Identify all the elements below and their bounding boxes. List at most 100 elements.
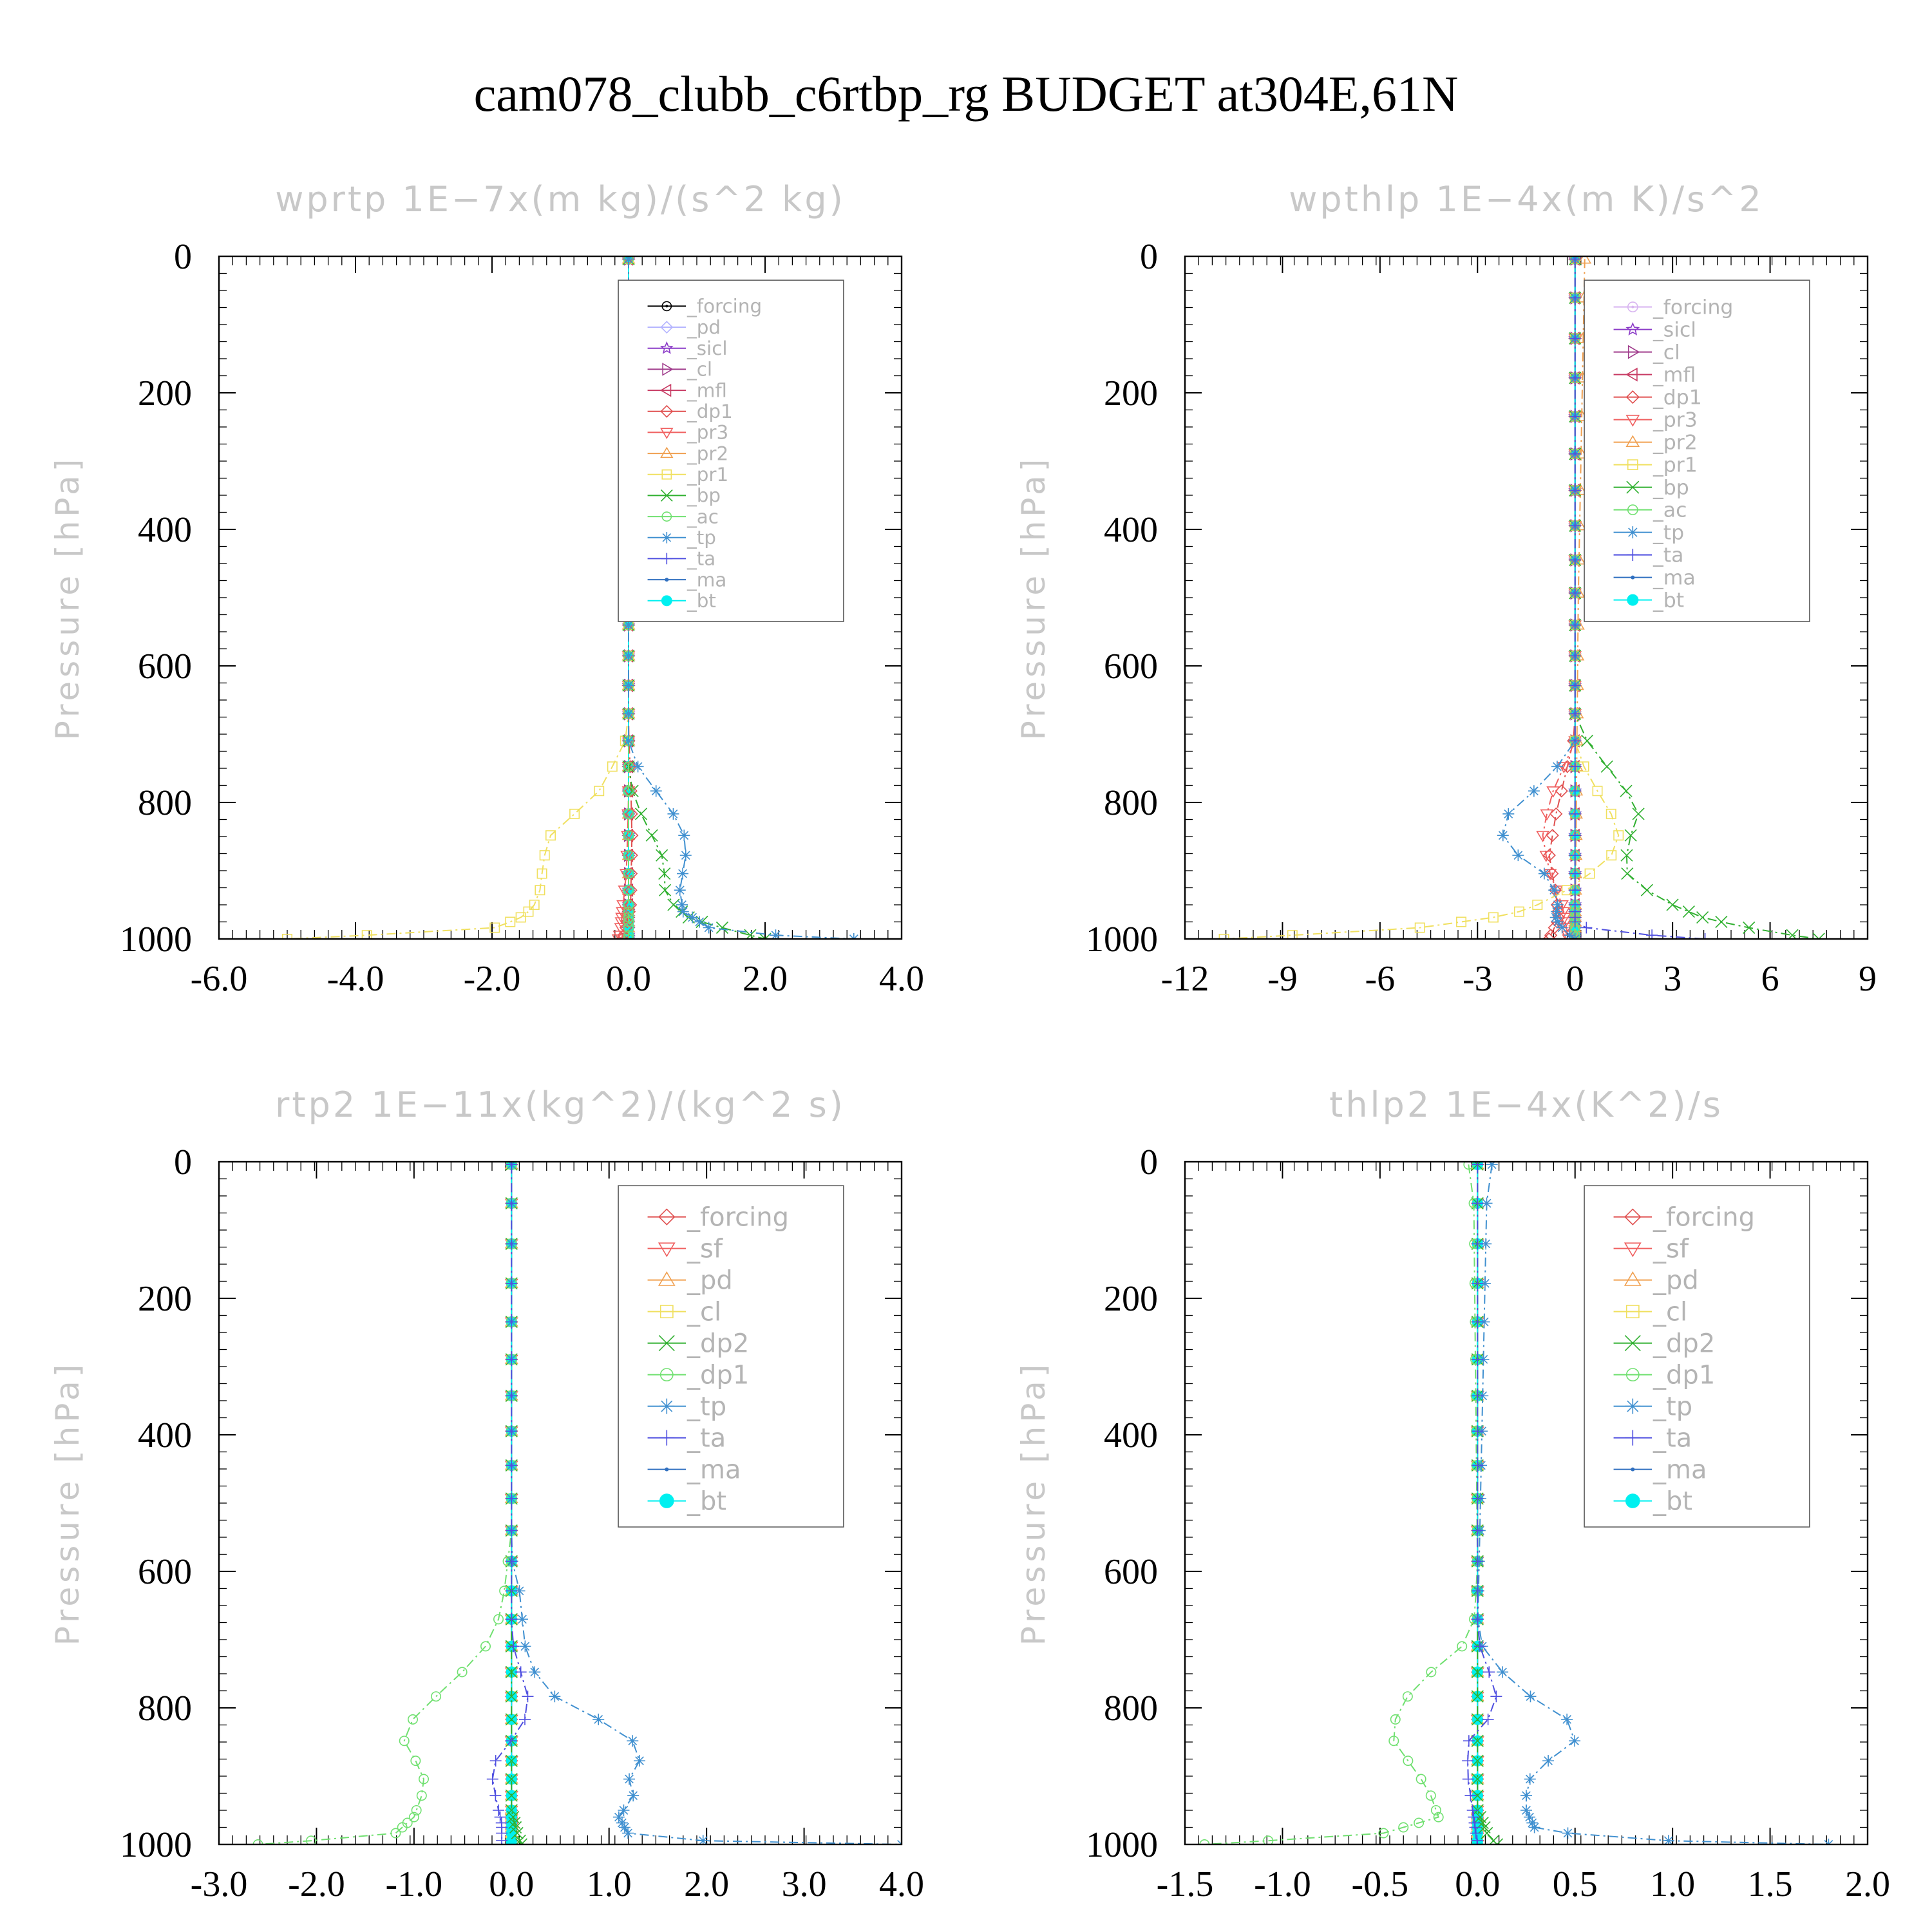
data-point xyxy=(1378,1828,1389,1839)
data-point xyxy=(1557,907,1570,919)
data-point xyxy=(592,1713,605,1725)
data-point xyxy=(505,1772,518,1786)
data-point xyxy=(505,1713,518,1726)
y-axis-label: Pressure [hPa] xyxy=(49,455,86,741)
legend-label: _bt xyxy=(1653,589,1684,612)
legend-entry: _pr2 xyxy=(647,442,728,464)
data-point xyxy=(1546,786,1560,798)
data-point xyxy=(407,1714,418,1725)
data-point xyxy=(616,1817,628,1829)
y-tick-label: 800 xyxy=(138,783,192,823)
y-tick-label: 800 xyxy=(1104,1689,1158,1728)
data-point xyxy=(306,1835,317,1844)
data-point xyxy=(1513,906,1524,917)
data-point xyxy=(1416,1774,1426,1785)
data-point xyxy=(506,1585,518,1597)
legend-swatch-marker xyxy=(661,595,672,607)
data-point xyxy=(506,1162,518,1171)
data-point xyxy=(625,807,638,820)
legend-swatch-marker xyxy=(1625,435,1640,448)
legend-entry: _dp2 xyxy=(1613,1329,1715,1359)
data-point xyxy=(1620,849,1633,862)
legend-label: _forcing xyxy=(687,1203,789,1233)
y-tick-label: 1000 xyxy=(120,1825,192,1865)
data-point xyxy=(1425,1790,1436,1801)
data-point xyxy=(1403,1756,1414,1766)
data-point xyxy=(623,679,634,692)
x-tick-label: -3.0 xyxy=(191,1864,248,1904)
x-tick-label: 2.0 xyxy=(684,1864,729,1904)
legend-swatch-marker xyxy=(1625,415,1640,427)
panel-title: thlp2 1E−4x(K^2)/s xyxy=(1329,1084,1723,1125)
data-point xyxy=(1561,1713,1573,1725)
legend-swatch-marker xyxy=(659,1430,675,1446)
data-point xyxy=(1472,1492,1484,1504)
data-point xyxy=(1569,1735,1581,1747)
data-point xyxy=(489,1755,502,1767)
data-point xyxy=(1471,1734,1484,1747)
data-point xyxy=(1569,554,1581,566)
data-point xyxy=(623,912,634,923)
legend-entry: _ac xyxy=(647,506,719,527)
legend-entry: _ma xyxy=(1613,567,1696,590)
data-point xyxy=(1414,1817,1425,1828)
y-tick-label: 200 xyxy=(1104,1279,1158,1319)
legend-label: _mfl xyxy=(1653,364,1696,387)
data-point xyxy=(1812,933,1825,939)
data-point xyxy=(1263,1835,1274,1844)
legend-entry: _ma xyxy=(647,569,726,591)
data-point xyxy=(1528,785,1540,797)
legend-label: _pr3 xyxy=(1653,409,1698,432)
data-point xyxy=(1472,1162,1484,1171)
data-point xyxy=(659,884,672,896)
data-point xyxy=(418,1774,429,1785)
data-point xyxy=(679,849,692,862)
legend-entry: _pr1 xyxy=(1613,454,1698,477)
x-tick-label: 6 xyxy=(1761,959,1779,999)
data-point xyxy=(1490,1690,1502,1703)
chart-panel: thlp2 1E−4x(K^2)/s Pressure [hPa] -1.5 -1.0… xyxy=(1015,1084,1890,1904)
legend-entry: _pd xyxy=(647,1266,733,1296)
legend-swatch-marker xyxy=(665,1467,669,1472)
data-point xyxy=(1549,807,1563,820)
data-point xyxy=(623,256,634,265)
legend-swatch-marker xyxy=(1627,459,1638,470)
x-tick-label: 0.0 xyxy=(1455,1864,1500,1904)
legend-entry: _mfl xyxy=(647,379,727,401)
x-tick-label: -12 xyxy=(1161,959,1209,999)
data-point xyxy=(1562,1827,1574,1839)
legend-label: _ma xyxy=(687,569,726,591)
data-point xyxy=(1569,735,1581,747)
data-point xyxy=(1786,929,1799,939)
legend-label: _ac xyxy=(1653,499,1687,522)
data-point xyxy=(1569,256,1581,265)
legend-label: _forcing xyxy=(687,296,762,317)
data-point xyxy=(480,1641,491,1652)
legend-label: _ma xyxy=(1653,567,1696,590)
data-point xyxy=(505,1735,517,1747)
legend-swatch-marker xyxy=(665,578,669,582)
data-point xyxy=(1482,1713,1494,1725)
legend-swatch-marker xyxy=(659,383,672,397)
data-point xyxy=(1414,922,1425,933)
data-point xyxy=(506,1524,518,1537)
data-point xyxy=(1479,1277,1491,1289)
data-point xyxy=(1569,587,1581,599)
data-point xyxy=(623,808,634,819)
legend-entry: _mfl xyxy=(1613,364,1696,387)
legend-swatch-marker xyxy=(659,1493,674,1508)
legend-swatch-marker xyxy=(1624,1208,1642,1226)
data-point xyxy=(674,884,686,896)
data-point xyxy=(694,916,706,928)
data-point xyxy=(1542,1755,1555,1767)
legend-swatch-marker xyxy=(1625,322,1640,336)
series-line xyxy=(491,1164,529,1844)
x-tick-label: 0.0 xyxy=(489,1864,534,1904)
data-point xyxy=(496,1839,508,1844)
legend: _forcing_pd_sicl_cl_mfl_dp1_pr3_pr2_pr1_… xyxy=(618,279,844,622)
data-point xyxy=(625,867,638,880)
legend-label: _pr2 xyxy=(1653,431,1698,455)
legend-entry: _sicl xyxy=(647,337,728,359)
data-point xyxy=(1573,483,1587,495)
data-point xyxy=(1473,1640,1486,1653)
